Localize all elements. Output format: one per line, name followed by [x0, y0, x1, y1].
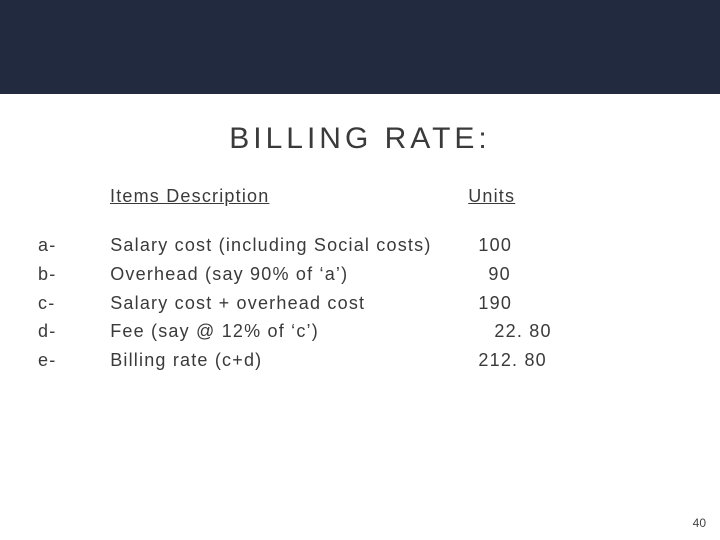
row-key: c- — [38, 289, 104, 318]
row-desc: Fee (say @ 12% of ‘c’) — [110, 317, 472, 346]
content-area: Items Description Units a- Salary cost (… — [0, 186, 720, 375]
row-desc: Billing rate (c+d) — [110, 346, 472, 375]
row-key: e- — [38, 346, 104, 375]
table-row: c- Salary cost + overhead cost 190 — [38, 289, 680, 318]
row-key: a- — [38, 231, 104, 260]
top-band — [0, 0, 720, 94]
row-value: 22. 80 — [478, 317, 584, 346]
table-row: b- Overhead (say 90% of ‘a’) 90 — [38, 260, 680, 289]
row-value: 100 — [478, 231, 568, 260]
page-number: 40 — [693, 516, 706, 530]
table-row: e- Billing rate (c+d) 212. 80 — [38, 346, 680, 375]
row-value: 212. 80 — [478, 346, 568, 375]
row-key: b- — [38, 260, 104, 289]
table-row: a- Salary cost (including Social costs) … — [38, 231, 680, 260]
row-desc: Salary cost (including Social costs) — [110, 231, 472, 260]
row-value: 90 — [478, 260, 578, 289]
table-header-row: Items Description Units — [110, 186, 680, 207]
row-value: 190 — [478, 289, 568, 318]
page-title: BILLING RATE: — [0, 122, 720, 156]
table-row: d- Fee (say @ 12% of ‘c’) 22. 80 — [38, 317, 680, 346]
header-units: Units — [468, 186, 515, 207]
row-desc: Overhead (say 90% of ‘a’) — [110, 260, 472, 289]
row-key: d- — [38, 317, 104, 346]
row-desc: Salary cost + overhead cost — [110, 289, 472, 318]
header-description: Items Description — [110, 186, 462, 207]
